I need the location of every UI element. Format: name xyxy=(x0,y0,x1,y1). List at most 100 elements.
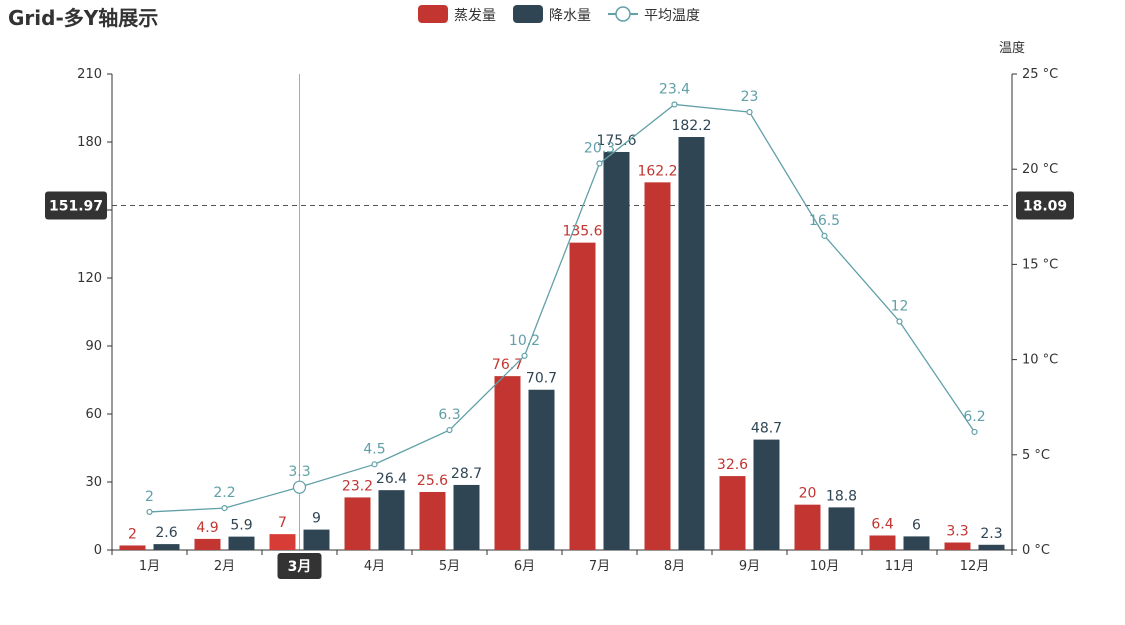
line-label: 12 xyxy=(891,299,909,315)
bar[interactable] xyxy=(644,182,671,550)
bar-label: 26.4 xyxy=(376,471,407,487)
legend-swatch xyxy=(513,5,543,23)
bar[interactable] xyxy=(719,476,746,550)
x-axis: 1月 2月 3月 4月 5月 6月 7月 8月 9月 10月 11月 12月 xyxy=(111,549,1013,579)
bar[interactable] xyxy=(753,439,780,550)
legend-item[interactable]: 平均温度 xyxy=(608,6,700,24)
line-point[interactable] xyxy=(292,480,307,494)
line-label: 6.3 xyxy=(438,407,460,423)
x-tick-label: 1月 xyxy=(139,559,160,574)
bar-label: 20 xyxy=(799,486,817,502)
bar-label: 175.6 xyxy=(596,133,636,149)
line-label: 6.2 xyxy=(963,409,985,425)
bar[interactable] xyxy=(869,535,896,550)
right-badge-text: 18.09 xyxy=(1023,199,1067,215)
bar[interactable] xyxy=(303,529,330,550)
bar[interactable] xyxy=(228,536,255,550)
line-point[interactable] xyxy=(596,160,603,167)
y-tick-label: 10 °C xyxy=(1022,353,1058,368)
line-point[interactable] xyxy=(971,428,978,436)
series-降水量: 2.6 5.9 9 26.4 28.7 70.7 175.6 182.2 48.7 18.8 6 2.… xyxy=(153,118,1005,550)
y-tick-label: 0 °C xyxy=(1022,543,1050,558)
bar-label: 76.7 xyxy=(492,357,523,373)
legend-item[interactable]: 降水量 xyxy=(513,5,591,24)
y-tick-label: 15 °C xyxy=(1022,257,1058,272)
bar-label: 9 xyxy=(312,511,321,527)
line-point[interactable] xyxy=(896,318,903,325)
bar[interactable] xyxy=(569,242,596,550)
x-tick-label: 12月 xyxy=(960,559,990,574)
series-蒸发量: 2 4.9 7 23.2 25.6 76.7 135.6 162.2 32.6 20 6.4 3.3 xyxy=(119,163,971,550)
line-label: 23.4 xyxy=(659,81,690,97)
bar[interactable] xyxy=(194,538,221,550)
y-axis-right: 0 °C 5 °C 10 °C 15 °C 20 °C 25 °C 温度 xyxy=(999,40,1058,558)
x-tick-label: 5月 xyxy=(439,559,460,574)
y-axis-right-pointer-badge: 18.09 xyxy=(1016,191,1074,220)
line-label: 2 xyxy=(145,489,154,505)
line-point[interactable] xyxy=(746,108,753,116)
y-axis-left: 0 30 60 90 120 180 210 xyxy=(77,67,113,558)
bar-label: 25.6 xyxy=(417,473,448,489)
bar[interactable] xyxy=(903,536,930,550)
line-point[interactable] xyxy=(671,101,678,108)
bar-label: 6 xyxy=(912,517,921,533)
line-point[interactable] xyxy=(221,505,228,512)
bar-label: 28.7 xyxy=(451,466,482,482)
bar-label: 7 xyxy=(278,515,287,531)
x-tick-label: 11月 xyxy=(885,559,915,574)
line-label: 4.5 xyxy=(363,441,385,457)
x-tick-label: 3月 xyxy=(288,559,312,575)
line-point[interactable] xyxy=(371,461,378,468)
bar[interactable] xyxy=(494,376,521,550)
y-tick-label: 5 °C xyxy=(1022,448,1050,463)
bar-label: 162.2 xyxy=(637,163,677,179)
bar-label: 18.8 xyxy=(826,488,857,504)
line-label: 3.3 xyxy=(288,464,310,480)
line-label: 10.2 xyxy=(509,333,540,349)
bar[interactable] xyxy=(119,545,146,550)
bar[interactable] xyxy=(378,490,405,550)
y-tick-label: 180 xyxy=(77,135,102,150)
bar[interactable] xyxy=(678,137,705,550)
x-tick-label: 10月 xyxy=(810,559,840,574)
bar[interactable] xyxy=(453,484,480,550)
bar[interactable] xyxy=(794,504,821,550)
y-tick-label: 210 xyxy=(77,67,102,82)
y-tick-label: 120 xyxy=(77,271,102,286)
line-point[interactable] xyxy=(821,232,828,239)
legend-item[interactable]: 蒸发量 xyxy=(418,5,496,24)
legend-label: 蒸发量 xyxy=(454,8,496,24)
line-point[interactable] xyxy=(446,426,453,434)
x-tick-label: 4月 xyxy=(364,559,385,574)
legend-swatch xyxy=(418,5,448,23)
bar-label: 4.9 xyxy=(196,520,218,536)
line-point[interactable] xyxy=(521,352,528,359)
legend-marker xyxy=(615,6,631,22)
x-tick-label: 6月 xyxy=(514,559,535,574)
bar[interactable] xyxy=(828,507,855,550)
x-tick-label: 2月 xyxy=(214,559,235,574)
line-label: 2.2 xyxy=(213,485,235,501)
bar[interactable] xyxy=(419,491,446,550)
y-tick-label: 0 xyxy=(94,543,102,558)
bar[interactable] xyxy=(153,544,180,550)
bar[interactable] xyxy=(944,542,971,550)
line-label: 16.5 xyxy=(809,213,840,229)
bar-label: 5.9 xyxy=(230,518,252,534)
right-badge-bg xyxy=(1016,191,1074,220)
bar-label: 70.7 xyxy=(526,371,557,387)
line-label: 20.3 xyxy=(584,140,615,156)
bar[interactable] xyxy=(269,534,296,550)
series-平均温度: 2 2.2 3.3 4.5 6.3 10.2 20.3 23.4 23 16.5 12 6.2 xyxy=(145,81,986,516)
x-tick-label: 9月 xyxy=(739,559,760,574)
legend: 蒸发量 降水量 平均温度 xyxy=(418,5,700,24)
bar[interactable] xyxy=(603,151,630,550)
left-badge-text: 151.97 xyxy=(49,199,103,215)
bar[interactable] xyxy=(528,389,555,550)
bar[interactable] xyxy=(344,497,371,550)
bar-label: 48.7 xyxy=(751,421,782,437)
line-point[interactable] xyxy=(146,508,153,516)
bar[interactable] xyxy=(978,544,1005,550)
y-tick-label: 60 xyxy=(85,407,102,422)
